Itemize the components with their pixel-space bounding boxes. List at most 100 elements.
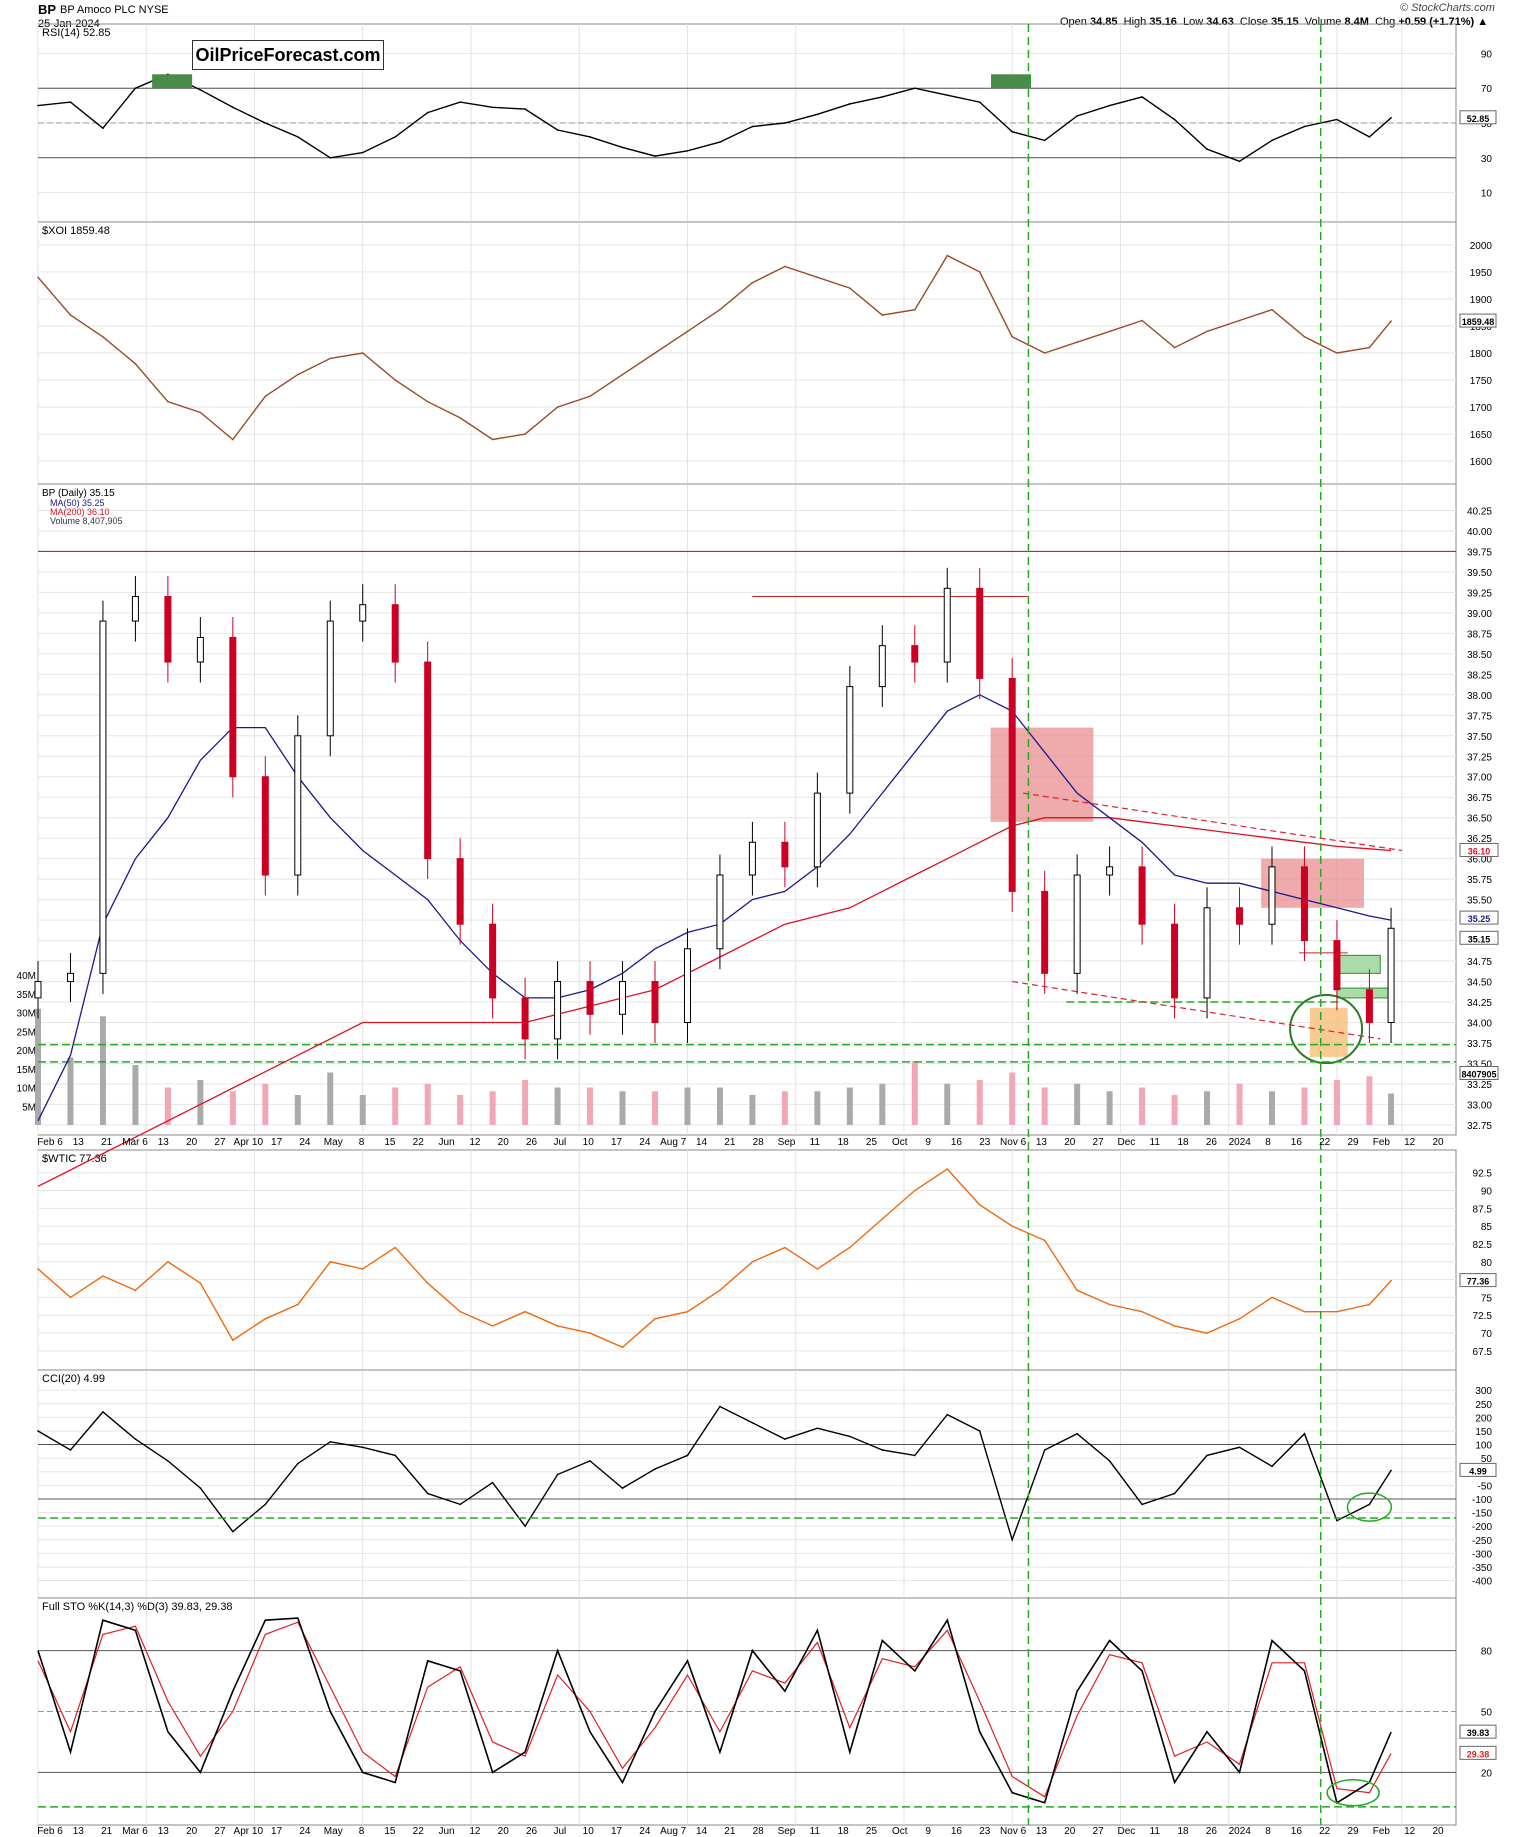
candle-body: [586, 981, 594, 1015]
x-axis-bottom-label-30: Oct: [892, 1826, 908, 1837]
xoi-point: [1141, 319, 1143, 322]
candle-body: [359, 604, 367, 622]
candle-body: [196, 636, 204, 663]
open-value: 34.85: [1089, 16, 1118, 28]
x-axis-mid-label-2: 21: [101, 1137, 113, 1148]
y-tick-rsi-2: 50: [1481, 119, 1493, 130]
wtic-point: [913, 1189, 916, 1192]
wtic-point: [654, 1318, 656, 1320]
cci-point: [264, 1503, 267, 1506]
candle-body: [651, 981, 659, 1023]
cci-point: [1390, 1469, 1392, 1472]
wtic-point: [459, 1310, 461, 1313]
cci-point: [1238, 1446, 1241, 1449]
bp-title: BP (Daily) 35.15: [42, 488, 115, 499]
x-axis-mid-label-43: 8: [1265, 1137, 1271, 1148]
x-axis-bottom-label-32: 16: [951, 1826, 963, 1837]
rsi-point: [686, 150, 689, 152]
xoi-point: [556, 406, 559, 408]
rsi-point: [1238, 160, 1241, 163]
y-tick-xoi-5: 1750: [1470, 376, 1493, 387]
wtic-point: [491, 1325, 494, 1327]
y-tick-wtic-10: 67.5: [1473, 1347, 1493, 1358]
x-axis-bottom-label-43: 8: [1265, 1826, 1271, 1837]
cci-point: [881, 1449, 884, 1451]
wtic-point: [1368, 1303, 1371, 1306]
volume-bar: [1106, 1091, 1113, 1125]
chg-label: Chg: [1375, 16, 1396, 28]
rsi-point: [296, 136, 299, 138]
candle-body: [1008, 677, 1016, 892]
x-axis-mid-label-48: 12: [1404, 1137, 1416, 1148]
wtic-point: [1141, 1310, 1143, 1313]
x-axis-bottom-label-3: Mar 6: [122, 1826, 148, 1837]
y-tick-wtic-2: 87.5: [1473, 1204, 1493, 1215]
cci-point: [459, 1503, 461, 1506]
volume-bar: [1268, 1091, 1275, 1125]
candle-body: [911, 645, 919, 663]
candle-body: [1365, 989, 1373, 1024]
xoi-point: [524, 433, 526, 435]
rsi-point: [654, 155, 656, 157]
cci-point: [1108, 1460, 1111, 1462]
bp-y-tick-25: 34.00: [1467, 1019, 1492, 1030]
x-axis-bottom-label-31: 9: [925, 1826, 931, 1837]
bp-y-tick-5: 39.00: [1467, 609, 1492, 620]
xoi-point: [621, 373, 624, 376]
volume-bar: [716, 1087, 723, 1125]
y-tick-rsi-4: 10: [1481, 189, 1493, 200]
cci-point: [1043, 1449, 1046, 1451]
bp-y-tick-0: 40.25: [1467, 506, 1492, 517]
bp-y-tick-8: 38.25: [1467, 670, 1492, 681]
cci-point: [1271, 1465, 1273, 1468]
volume-bar: [911, 1061, 918, 1125]
cci-point: [426, 1492, 429, 1495]
cci-point: [946, 1413, 949, 1416]
bp-y-tick-3: 39.50: [1467, 568, 1492, 579]
x-axis-bottom-label-49: 20: [1432, 1826, 1444, 1837]
rsi-point: [978, 101, 981, 103]
candle-body: [1268, 866, 1276, 925]
rsi-overbought-fill-1: [991, 74, 1032, 89]
x-axis-bottom-label-4: 13: [158, 1826, 170, 1837]
volume-bar: [359, 1095, 366, 1125]
y-tick-xoi-8: 1600: [1470, 457, 1493, 468]
volume-bar: [554, 1087, 561, 1125]
sto-title: Full STO %K(14,3) %D(3) 39.83, 29.38: [42, 1601, 233, 1613]
volume-bar: [99, 1016, 106, 1125]
bp-y-tick-17: 36.00: [1467, 855, 1492, 866]
candle-body: [878, 645, 886, 688]
rsi-point: [1173, 118, 1176, 121]
xoi-point: [1043, 352, 1046, 354]
xoi-point: [751, 281, 754, 284]
volume-bar: [749, 1095, 756, 1125]
x-axis-mid-label-40: 18: [1177, 1137, 1189, 1148]
y-tick-xoi-2: 1900: [1470, 295, 1493, 306]
wtic-point: [394, 1246, 397, 1249]
volume-bar: [814, 1091, 821, 1125]
vol-tick-0: 40M: [17, 971, 36, 982]
cci-point: [394, 1454, 397, 1457]
volume-bar: [1074, 1083, 1081, 1125]
rsi-point: [556, 129, 559, 131]
x-axis-mid-label-36: 20: [1064, 1137, 1076, 1148]
cci-last-value: 4.99: [1469, 1466, 1487, 1476]
x-axis-bottom-label-5: 20: [186, 1826, 198, 1837]
candle-body: [943, 587, 951, 663]
volume-bar: [781, 1091, 788, 1125]
y-tick-wtic-0: 92.5: [1473, 1169, 1493, 1180]
volume-bar: [262, 1083, 269, 1125]
x-axis-bottom-label-41: 26: [1206, 1826, 1218, 1837]
bp-y-tick-9: 38.00: [1467, 691, 1492, 702]
bp-y-tick-30: 32.75: [1467, 1121, 1492, 1132]
up-arrow-icon: ▲: [1477, 16, 1489, 28]
xoi-point: [296, 373, 299, 376]
xoi-point: [1011, 335, 1013, 338]
x-axis-bottom-label-22: Aug 7: [660, 1826, 687, 1837]
symbol: BP: [38, 2, 57, 17]
candle-body: [1041, 890, 1049, 974]
vol-tick-5: 15M: [17, 1065, 36, 1076]
xoi-point: [686, 330, 689, 333]
candle-body: [131, 596, 139, 622]
